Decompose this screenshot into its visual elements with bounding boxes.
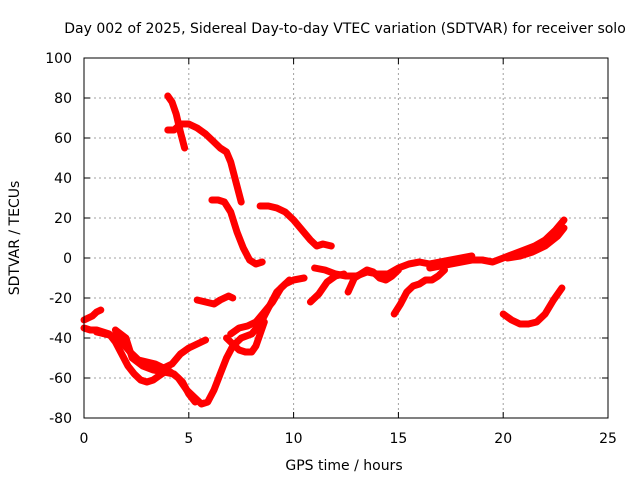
y-tick-label: 0 — [63, 251, 72, 267]
x-tick-label: 0 — [80, 431, 89, 447]
series-arc-16 — [426, 256, 486, 272]
x-tick-label: 25 — [599, 431, 617, 447]
y-axis-label: SDTVAR / TECUs — [7, 181, 23, 296]
series-arc-04 — [256, 202, 335, 250]
y-tick-label: 80 — [54, 91, 72, 107]
plot-frame — [83, 57, 609, 419]
x-axis-label: GPS time / hours — [285, 458, 402, 474]
series-arc-19 — [499, 284, 566, 328]
series-arc-11 — [227, 276, 293, 338]
series-arc-03 — [208, 196, 266, 268]
y-tick-label: 40 — [54, 171, 72, 187]
y-tick-label: 60 — [54, 131, 72, 147]
axis-ticks: 0 5 10 15 20 25 -80 -60 -40 -20 0 20 40 60 80 100 — [45, 51, 617, 447]
series-arc-09 — [111, 326, 199, 406]
chart-title: Day 002 of 2025, Sidereal Day-to-day VTE… — [64, 21, 626, 37]
series-arc-17 — [478, 216, 568, 266]
x-tick-label: 5 — [184, 431, 193, 447]
series-arc-10 — [223, 318, 268, 356]
y-tick-label: -80 — [49, 411, 72, 427]
series-arc-18 — [503, 224, 568, 262]
x-tick-label: 15 — [389, 431, 407, 447]
x-tick-label: 20 — [494, 431, 512, 447]
y-tick-label: -40 — [49, 331, 72, 347]
series-arc-15 — [390, 266, 448, 318]
series-arc-14 — [344, 266, 402, 296]
series-arc-08 — [80, 306, 105, 324]
y-tick-label: -20 — [49, 291, 72, 307]
series-arc-02 — [164, 92, 189, 152]
series-arc-07 — [93, 328, 210, 372]
data-series — [80, 92, 568, 408]
y-tick-label: 100 — [45, 51, 72, 67]
y-tick-label: -60 — [49, 371, 72, 387]
series-arc-05 — [193, 292, 237, 308]
x-tick-label: 10 — [285, 431, 303, 447]
y-tick-label: 20 — [54, 211, 72, 227]
